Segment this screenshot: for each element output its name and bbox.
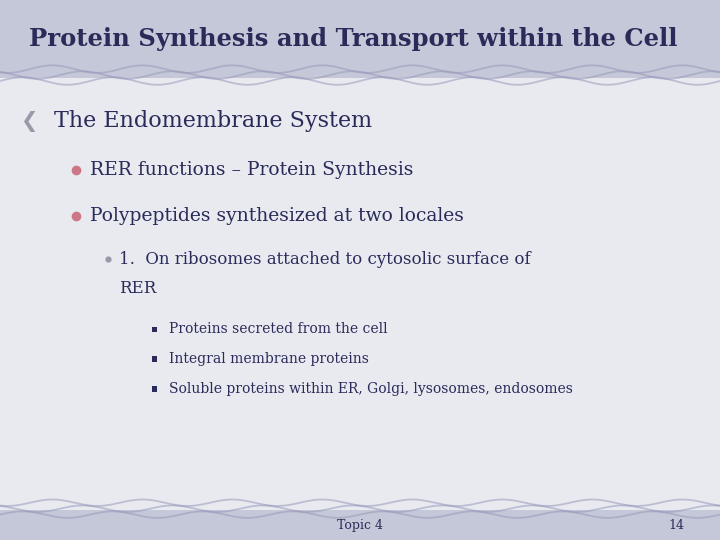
Text: 1.  On ribosomes attached to cytosolic surface of: 1. On ribosomes attached to cytosolic su…: [119, 251, 531, 268]
Bar: [0, 510, 720, 540]
Text: RER functions – Protein Synthesis: RER functions – Protein Synthesis: [90, 161, 413, 179]
Text: Polypeptides synthesized at two locales: Polypeptides synthesized at two locales: [90, 207, 464, 225]
Text: ❮: ❮: [20, 111, 37, 132]
Text: Protein Synthesis and Transport within the Cell: Protein Synthesis and Transport within t…: [29, 27, 678, 51]
Text: RER: RER: [119, 280, 156, 298]
Text: Proteins secreted from the cell: Proteins secreted from the cell: [169, 322, 388, 336]
Text: Soluble proteins within ER, Golgi, lysosomes, endosomes: Soluble proteins within ER, Golgi, lysos…: [169, 382, 573, 396]
Text: Integral membrane proteins: Integral membrane proteins: [169, 352, 369, 366]
Text: 14: 14: [669, 518, 685, 532]
Text: Topic 4: Topic 4: [337, 518, 383, 532]
Bar: [0, 0, 720, 78]
Bar: [153, 327, 157, 332]
Bar: [153, 356, 157, 362]
Text: The Endomembrane System: The Endomembrane System: [54, 111, 372, 132]
Bar: [153, 386, 157, 391]
